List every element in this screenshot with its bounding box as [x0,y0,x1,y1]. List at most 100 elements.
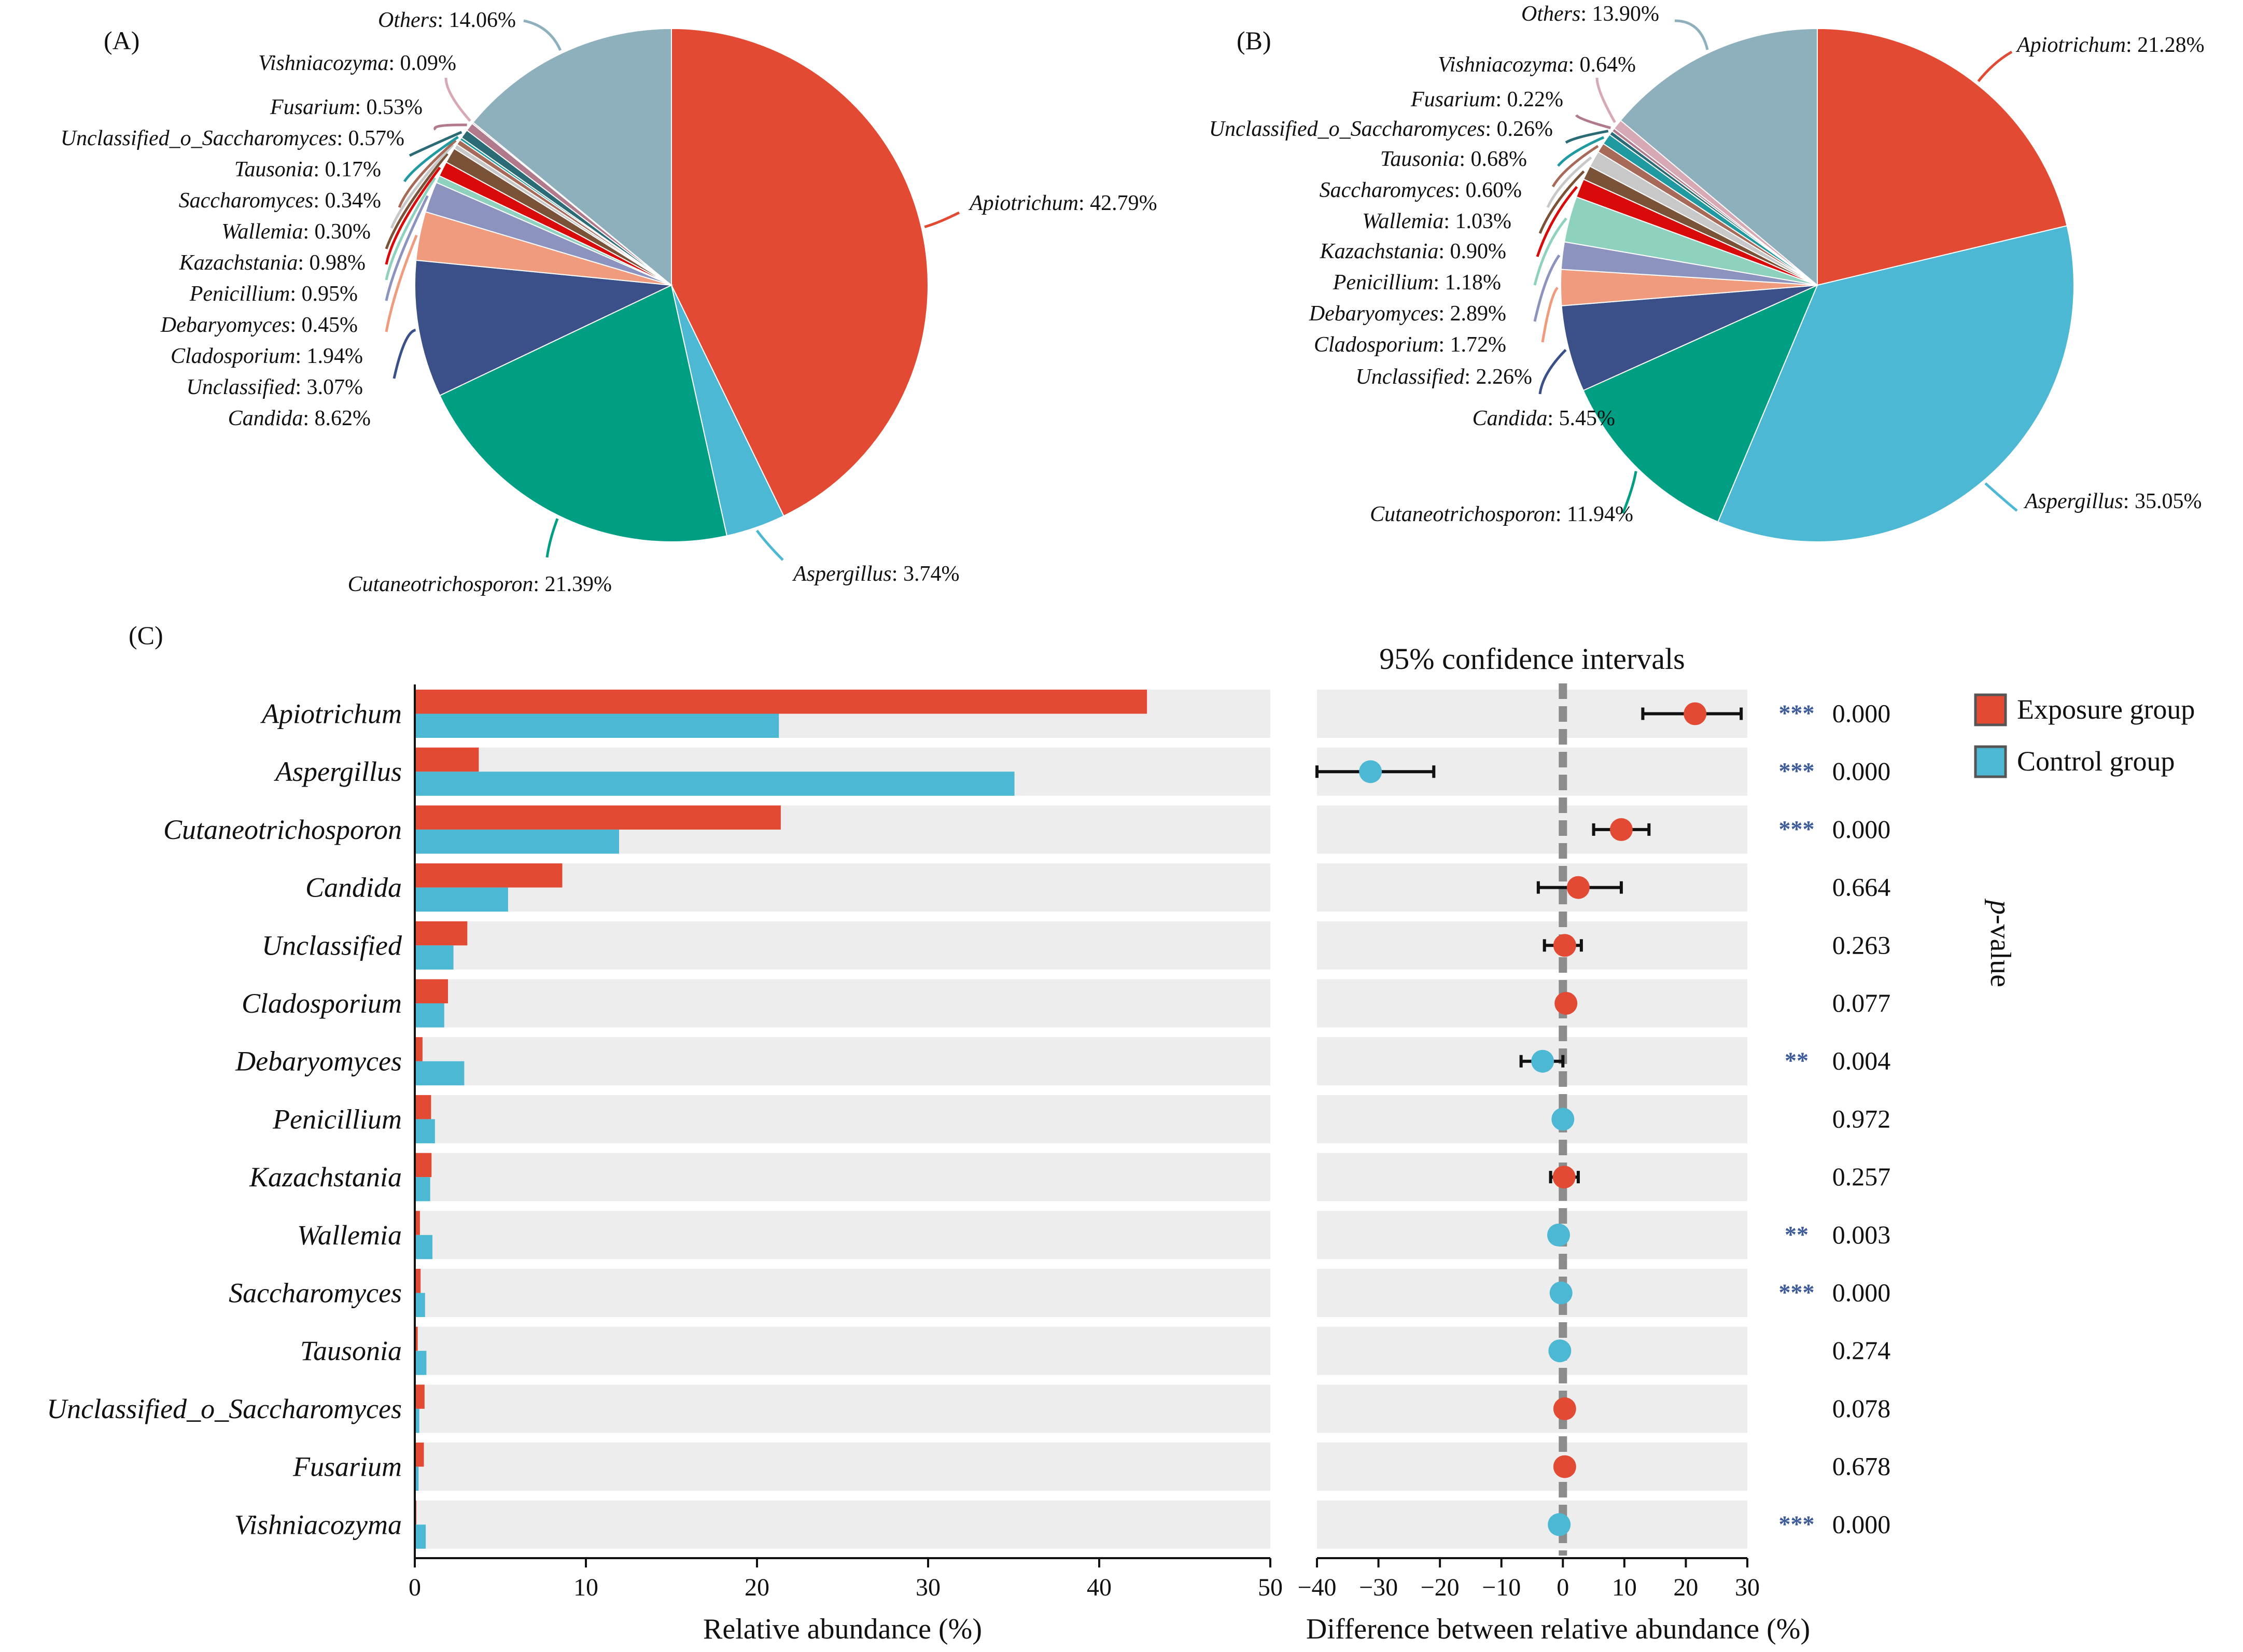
ci-point-cladosporium [1554,992,1578,1015]
pie-leader-wallemia [1546,156,1592,208]
category-label-aspergillus: Aspergillus [274,756,402,787]
bar-row-background [415,1153,1270,1201]
pie-label-value: : 0.64% [1568,53,1636,77]
pie-label-name: Others [1521,2,1580,26]
category-label-apiotrichum: Apiotrichum [260,698,402,730]
pie-leader-others [1674,19,1709,50]
pie-label-name: Candida [1473,407,1548,430]
ci-x-tick-label: −30 [1359,1574,1398,1601]
pie-label-value: : 14.06% [437,8,516,32]
bar-control-candida [415,887,508,912]
pie-label-value: : 1.03% [1443,209,1511,233]
ci-point-unclassified-o-saccharomyces [1553,1397,1576,1420]
bar-exposure-tausonia [415,1326,418,1351]
bar-row-background [415,979,1270,1028]
confidence-interval-chart: 95% confidence intervals *** 0.000 *** 0.000… [1297,642,2016,1645]
panel-label: (C) [129,621,163,650]
ci-row-background [1317,1153,1747,1201]
p-value-saccharomyces: 0.000 [1832,1278,1891,1307]
pie-leader-unclassified-o-saccharomyces [409,131,462,157]
ci-x-tick-label: 20 [1673,1574,1698,1601]
pie-label-value: : 11.94% [1555,502,1633,526]
bar-exposure-wallemia [415,1211,420,1235]
bar-exposure-cladosporium [415,979,448,1003]
pie-slice-cutaneotrichosporon [439,284,728,542]
pie-label-value: : 13.90% [1580,2,1659,26]
bar-row-background [415,1269,1270,1317]
bar-control-unclassified [415,945,454,970]
pie-label-others: Others: 14.06% [378,8,516,32]
pie-label-value: : 0.60% [1454,178,1522,202]
category-label-cladosporium: Cladosporium [242,988,402,1019]
pie-label-cutaneotrichosporon: Cutaneotrichosporon: 11.94% [1370,502,1633,526]
category-label-saccharomyces: Saccharomyces [229,1278,402,1309]
pie-label-name: Candida [228,407,303,430]
pie-label-value: : 0.09% [388,51,456,75]
pie-label-value: : 3.74% [892,562,960,586]
ci-chart-title: 95% confidence intervals [1379,642,1685,676]
pie-label-name: Saccharomyces [179,189,314,213]
pie-label-value: : 2.89% [1438,302,1506,326]
pie-label-value: : 1.94% [295,344,363,368]
bar-exposure-candida [415,863,563,888]
ci-row-background [1317,979,1747,1028]
pie-label-value: : 0.30% [303,220,371,244]
pie-label-wallemia: Wallemia: 1.03% [1362,209,1511,233]
bar-control-cladosporium [415,1003,444,1028]
pie-label-aspergillus: Aspergillus: 3.74% [792,562,959,586]
pie-label-apiotrichum: Apiotrichum: 21.28% [2015,33,2205,57]
pie-label-name: Unclassified_o_Saccharomyces [1209,117,1485,141]
p-value-debaryomyces: 0.004 [1832,1046,1891,1075]
legend-label-exposure-group: Exposure group [2017,694,2195,725]
category-label-candida: Candida [305,872,402,903]
pie-label-candida: Candida: 5.45% [1473,407,1615,430]
bar-row-background [415,1384,1270,1433]
pie-label-name: Tausonia [1380,147,1460,171]
pie-label-name: Cutaneotrichosporon [348,572,534,596]
bar-exposure-fusarium [415,1443,424,1467]
pie-label-value: : 5.45% [1547,407,1615,430]
bar-row-background [415,921,1270,970]
pie-leader-apiotrichum [1977,50,2013,82]
pie-label-vishniacozyma: Vishniacozyma: 0.64% [1438,53,1636,77]
bar-row-background [415,1095,1270,1143]
pie-label-value: : 2.26% [1464,365,1532,389]
pie-slice-candida [1561,285,1818,391]
pie-label-kazachstania: Kazachstania: 0.98% [179,251,366,275]
bar-row-background [415,1037,1270,1086]
p-value-vishniacozyma: 0.000 [1832,1509,1891,1538]
pie-label-name: Apiotrichum [968,191,1078,215]
pie-label-fusarium: Fusarium: 0.53% [270,95,423,119]
pie-leader-candida [392,329,416,379]
pie-label-value: : 35.05% [2123,489,2202,513]
p-value-penicillium: 0.972 [1832,1104,1891,1133]
significance-stars: *** [1779,700,1815,726]
x-tick-label: 40 [1087,1574,1112,1601]
pie-label-name: Debaryomyces [1309,302,1439,326]
pie-label-cutaneotrichosporon: Cutaneotrichosporon: 21.39% [348,572,612,596]
ci-row-background [1317,1326,1747,1375]
pie-label-value: : 0.98% [298,251,366,275]
x-tick-label: 10 [573,1574,598,1601]
ci-point-saccharomyces [1549,1281,1573,1305]
pie-label-debaryomyces: Debaryomyces: 2.89% [1309,302,1506,326]
pie-leader-aspergillus [755,529,784,561]
ci-point-wallemia [1547,1223,1570,1247]
pie-label-unclassified: Unclassified: 2.26% [1355,365,1532,389]
pie-label-value: : 0.53% [355,95,423,119]
significance-stars: *** [1779,816,1815,842]
ci-x-tick-label: 30 [1735,1574,1760,1601]
bar-row-background [415,1326,1270,1375]
pie-label-unclassified: Unclassified: 3.07% [186,375,363,399]
x-tick-label: 0 [409,1574,421,1601]
pie-label-name: Kazachstania [1320,240,1439,263]
pie-leader-tausonia [403,136,459,183]
pie-label-name: Penicillium [1333,271,1434,295]
bar-control-unclassified-o-saccharomyces [415,1408,419,1433]
bar-exposure-kazachstania [415,1153,432,1178]
pie-label-name: Cladosporium [171,344,295,368]
ci-row-background [1317,1443,1747,1491]
pie-leader-vishniacozyma [1595,77,1616,123]
pie-label-value: : 1.72% [1438,333,1506,357]
